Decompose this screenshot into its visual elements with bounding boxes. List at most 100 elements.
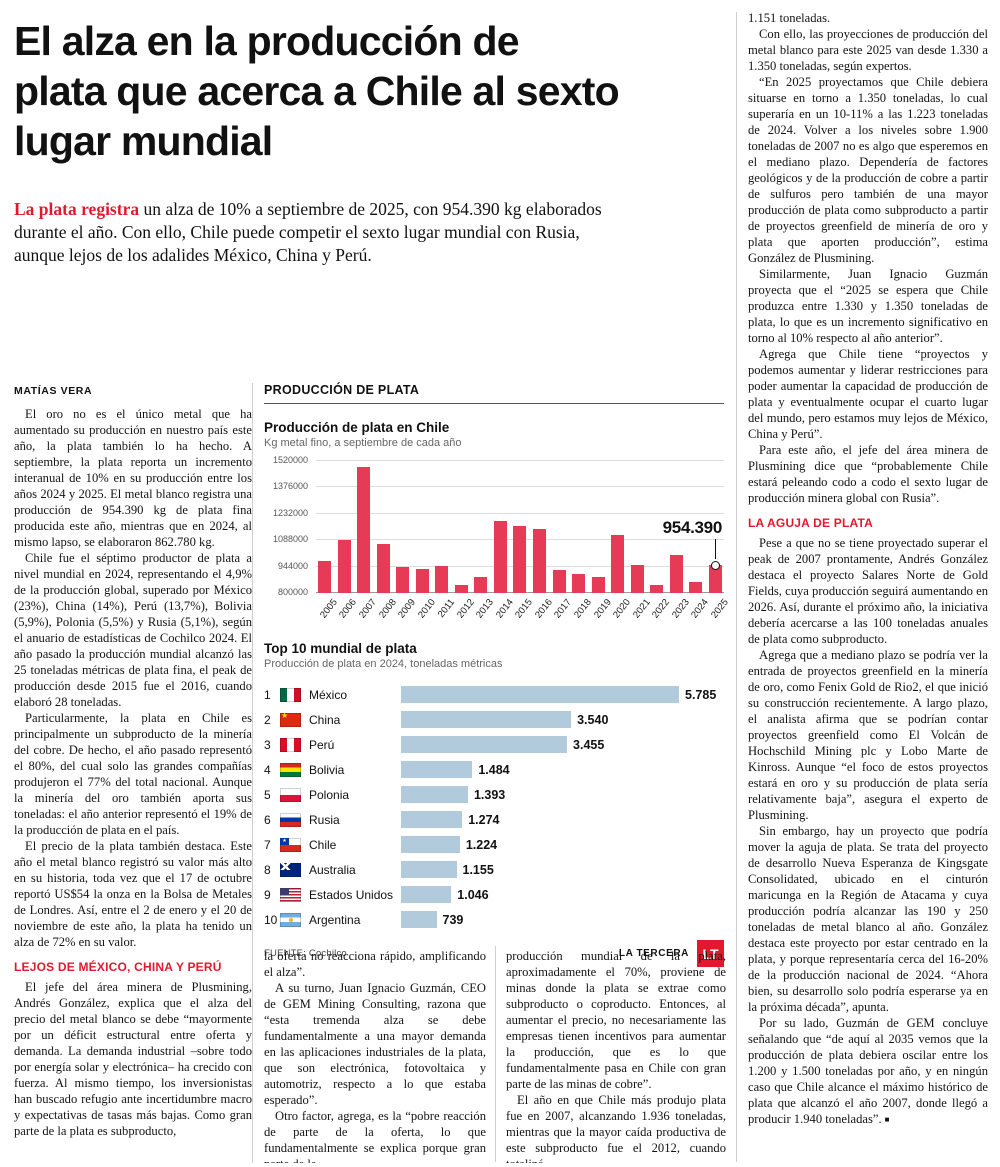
bar-2020 [611, 535, 625, 593]
x-axis-cell: 2005 [318, 593, 340, 625]
y-axis-tick-label: 1232000 [272, 507, 308, 518]
article-end-mark: ■ [884, 1115, 890, 1124]
country-bar [401, 736, 568, 753]
flag-icon-ru [280, 812, 301, 827]
rank-number: 1 [264, 687, 271, 702]
bar-2014 [493, 520, 507, 593]
country-value: 1.224 [465, 837, 498, 852]
rank-number: 2 [264, 712, 271, 727]
body-paragraph: la oferta no reacciona rápido, amplifica… [264, 949, 486, 979]
silver-production-infographic: PRODUCCIÓN DE PLATA Producción de plata … [264, 383, 731, 967]
flag-icon-pl [280, 787, 301, 802]
bar-2022 [650, 584, 664, 593]
country-value: 1.393 [473, 787, 506, 802]
country-value: 3.455 [573, 737, 605, 752]
top10-row-ru: 6 Rusia 1.274 [264, 807, 724, 832]
bar-2009 [396, 567, 410, 593]
y-axis-tick-label: 1376000 [272, 481, 308, 492]
chart1-title: Producción de plata en Chile [264, 420, 450, 435]
chart1-subtitle: Kg metal fino, a septiembre de cada año [264, 437, 462, 449]
x-axis-cell: 2025 [709, 593, 731, 625]
country-name: Australia [309, 862, 356, 877]
body-paragraph: Otro factor, agrega, es la “pobre reacci… [264, 1109, 486, 1163]
annotation-marker-dot [711, 560, 721, 570]
chart1-body: 1520000 1376000 1232000 1088000 944000 800000… [264, 455, 724, 597]
bar-2025 [708, 560, 722, 593]
bar-2023 [669, 554, 683, 593]
x-axis-tick-label: 2013 [474, 597, 497, 621]
x-axis-cell: 2011 [435, 593, 457, 625]
chile-silver-production-chart: Producción de plata en Chile Kg metal fi… [264, 420, 731, 625]
article-column-1: MATÍAS VERA El oro no es el único metal q… [14, 383, 252, 1163]
y-axis-tick-label: 1520000 [272, 455, 308, 465]
country-bar [401, 861, 457, 878]
chart2-title: Top 10 mundial de plata [264, 641, 417, 656]
top10-row-bo: 4 Bolivia 1.484 [264, 757, 724, 782]
x-axis-tick-label: 2011 [435, 597, 457, 620]
body-paragraph: Sin embargo, hay un proyecto que podría … [748, 824, 988, 1014]
rank-number: 4 [264, 762, 271, 777]
y-axis: 1520000 1376000 1232000 1088000 944000 800000 [264, 455, 316, 597]
body-paragraph: El año en que Chile más produjo plata fu… [506, 1093, 726, 1163]
rank-number: 5 [264, 787, 271, 802]
x-axis-cell: 2006 [338, 593, 360, 625]
x-axis-tick-label: 2009 [396, 597, 418, 621]
country-value: 3.540 [577, 712, 609, 727]
body-paragraph: Pese a que no se tiene proyectado supera… [748, 536, 988, 646]
article-column-3: producción mundial de la plata, aproxima… [506, 948, 726, 1163]
byline: MATÍAS VERA [14, 385, 93, 397]
rank-number: 8 [264, 862, 271, 877]
x-axis-tick-label: 2005 [317, 597, 340, 621]
country-name: Bolivia [309, 762, 345, 777]
bar-2012 [454, 584, 468, 593]
x-axis-cell: 2020 [611, 593, 633, 625]
x-axis-tick-label: 2025 [708, 597, 731, 621]
source-credit: FUENTE: Cochilco [264, 948, 347, 959]
bar-series [316, 461, 724, 593]
x-axis-tick-label: 2014 [493, 597, 516, 621]
x-axis-tick-label: 2008 [376, 597, 399, 621]
bar-2005 [318, 560, 331, 593]
x-axis-cell: 2009 [396, 593, 418, 625]
body-paragraph: Similarmente, Juan Ignacio Guzmán proyec… [748, 267, 988, 345]
country-value: 1.484 [478, 762, 510, 777]
top10-row-cl: 7 Chile 1.224 [264, 832, 724, 857]
body-paragraph: Por su lado, Guzmán de GEM concluye seña… [748, 1016, 988, 1126]
x-axis-tick-label: 2007 [357, 597, 379, 621]
x-axis: 2005 2006 2007 2008 2009 2010 2011 2012 2013 2014… [316, 593, 731, 625]
top10-silver-chart: Top 10 mundial de plata Producción de pl… [264, 641, 724, 932]
infographic-footer: FUENTE: Cochilco LA TERCERA LT [264, 940, 724, 967]
latest-value-annotation: 954.390 [662, 517, 723, 537]
country-bar [401, 686, 679, 703]
credit-wrap: LA TERCERA LT [619, 940, 724, 967]
country-bar [401, 886, 452, 903]
flag-icon-au [280, 862, 301, 877]
body-paragraph: Chile fue el séptimo productor de plata … [14, 551, 252, 709]
bar-2007 [357, 466, 371, 593]
country-name: Chile [309, 837, 337, 852]
y-axis-tick-label: 944000 [277, 560, 308, 571]
bar-2017 [552, 570, 566, 593]
country-name: Polonia [309, 787, 350, 802]
country-name: China [309, 712, 341, 727]
x-axis-cell: 2017 [553, 593, 575, 625]
body-paragraph: 1.151 toneladas. [748, 11, 831, 25]
bar-2021 [630, 564, 644, 593]
country-value: 739 [442, 912, 464, 927]
country-bar [401, 811, 463, 828]
x-axis-tick-label: 2023 [669, 597, 692, 621]
y-axis-tick-label: 1088000 [272, 534, 308, 545]
annotation-connector-line [715, 538, 716, 559]
country-bar [401, 911, 437, 928]
x-axis-tick-label: 2010 [415, 597, 438, 621]
body-paragraph: El oro no es el único metal que ha aumen… [14, 407, 252, 549]
bar-2024 [689, 581, 703, 593]
body-paragraph: Para este año, el jefe del área minera d… [748, 443, 988, 505]
x-axis-tick-label: 2017 [552, 597, 575, 621]
bar-2015 [513, 526, 527, 593]
country-name: Perú [309, 737, 335, 752]
x-axis-tick-label: 2020 [611, 597, 633, 621]
x-axis-cell: 2010 [416, 593, 438, 625]
top10-rows: 1 México 5.785 2 China 3.540 3 Perú 3.455 4 Bolivi… [264, 682, 724, 932]
bar-2016 [533, 528, 547, 593]
